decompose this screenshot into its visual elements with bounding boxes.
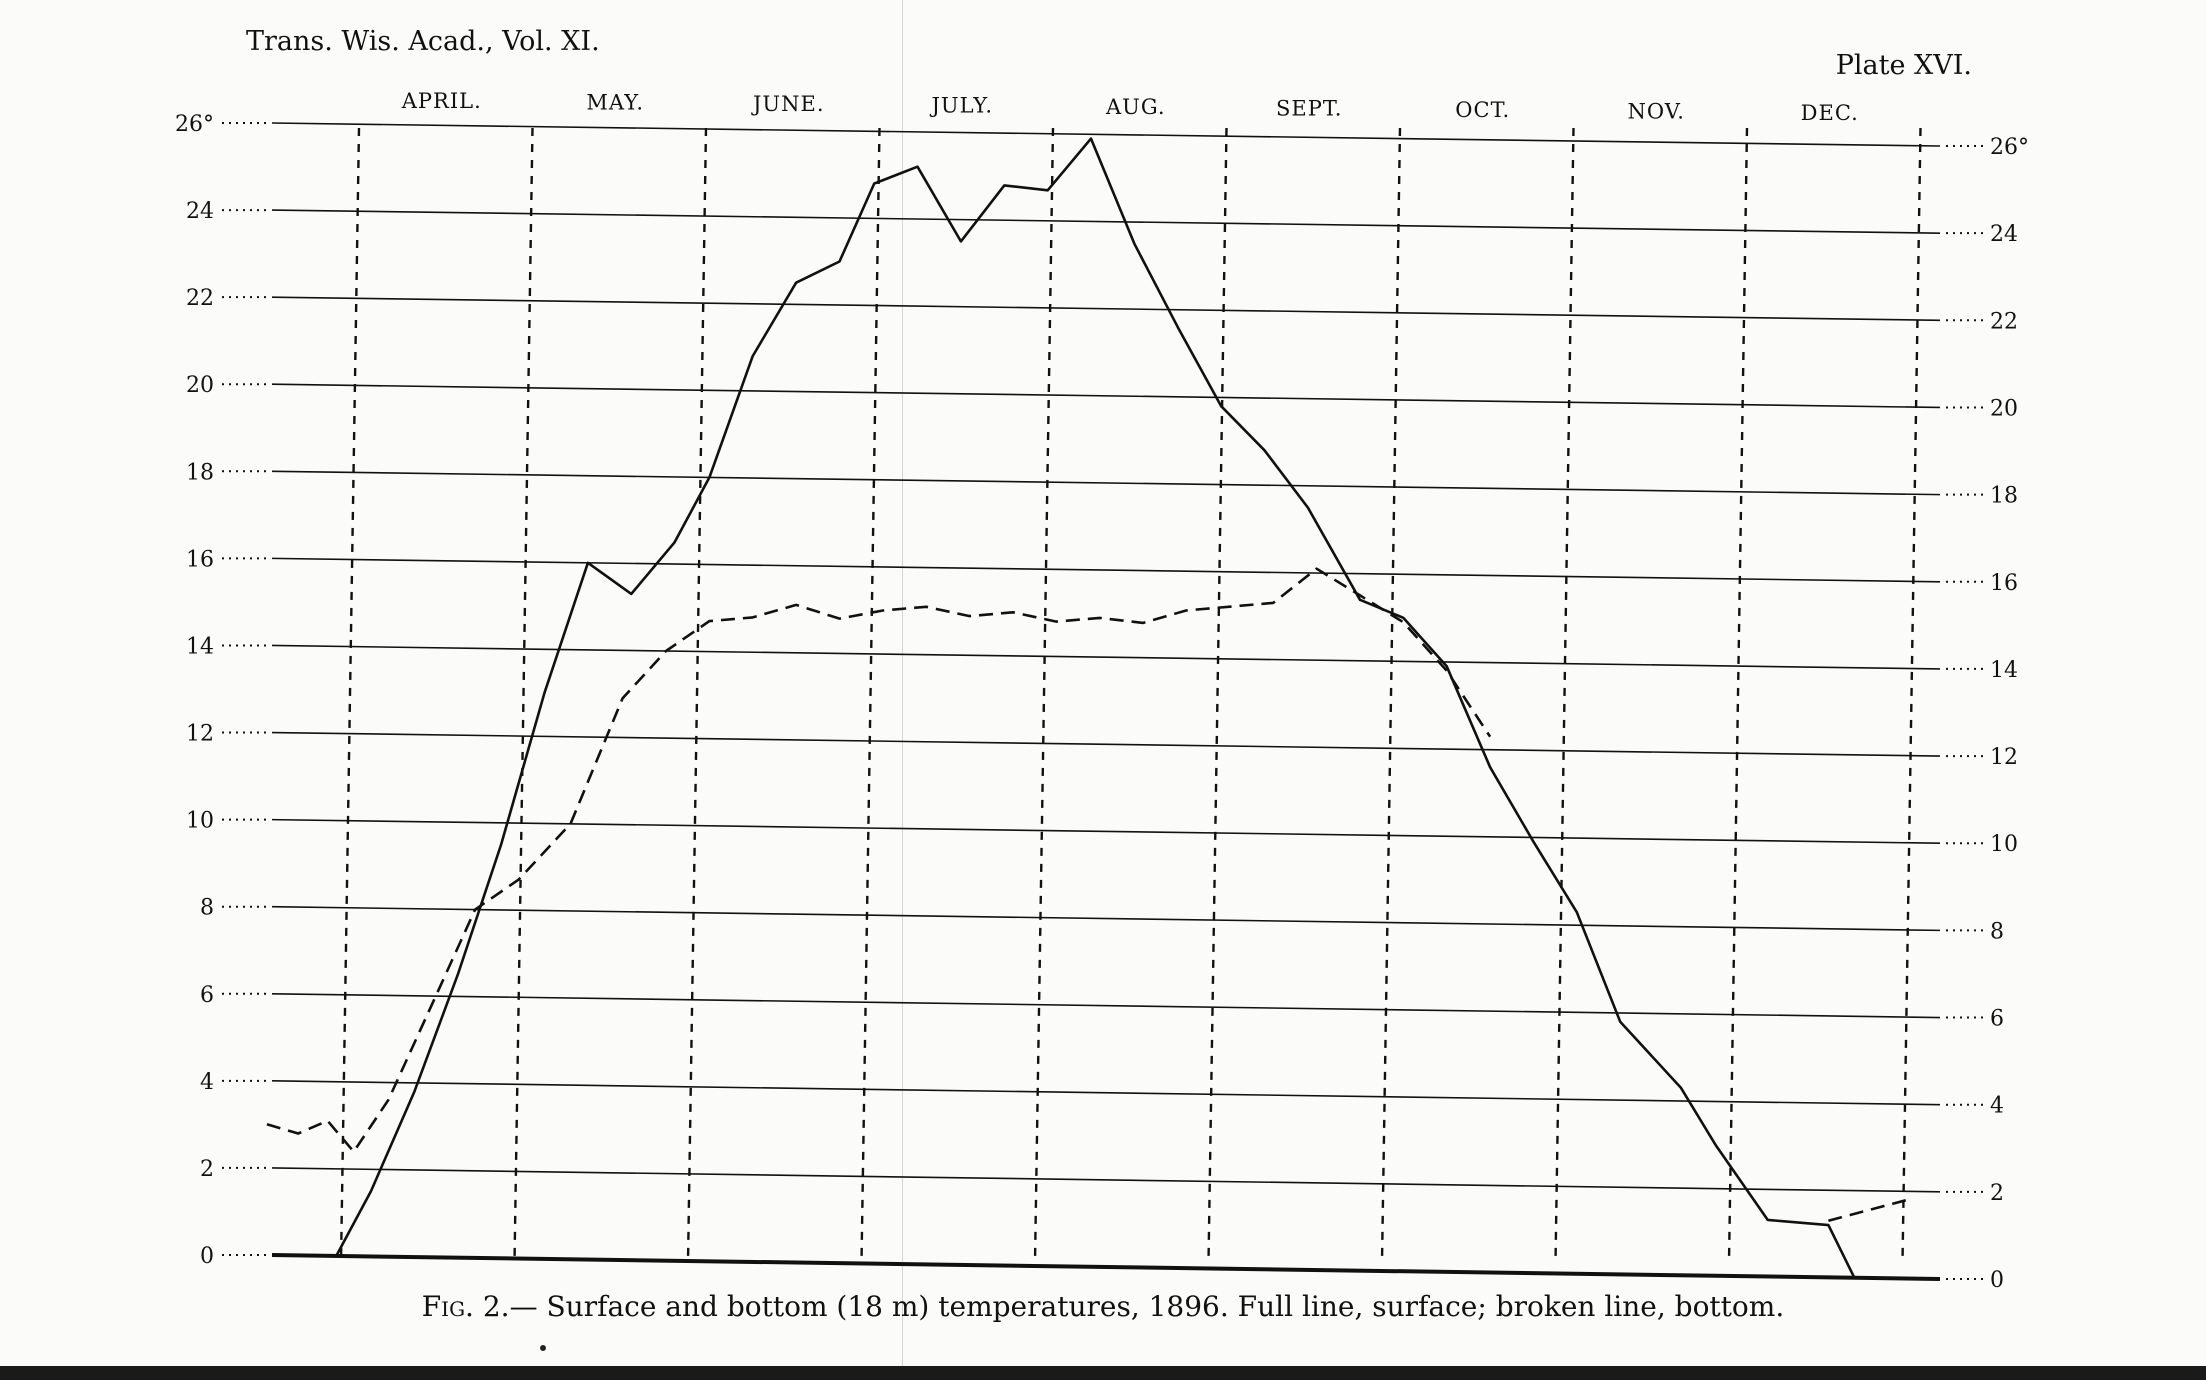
gridline-0 [271, 1253, 1941, 1281]
gridline-22 [271, 296, 1941, 322]
month-separators [339, 127, 1922, 1263]
y-tick-label-left: 8 [200, 896, 214, 921]
y-tick-label-left: 12 [186, 722, 214, 747]
month-label: MAY. [586, 91, 644, 115]
month-label: OCT. [1455, 98, 1510, 122]
gridline-24 [271, 209, 1941, 234]
gridline-12 [271, 731, 1941, 757]
y-tick-label-left: 16 [186, 547, 214, 572]
y-tick-label-right: 24 [1990, 222, 2018, 247]
month-label: AUG. [1105, 95, 1166, 119]
y-tick-label-right: 14 [1990, 658, 2018, 683]
month-separator [1380, 127, 1402, 1263]
y-tick-label-right: 0 [1990, 1268, 2004, 1293]
month-label: DEC. [1801, 101, 1859, 125]
y-tick-label-right: 6 [1990, 1007, 2004, 1032]
gridline-26 [271, 122, 1941, 147]
month-separator [1727, 127, 1749, 1263]
gridline-18 [271, 470, 1941, 496]
y-tick-label-right: 2 [1990, 1181, 2004, 1206]
gridline-16 [271, 557, 1941, 583]
horizontal-grid [222, 122, 1985, 1281]
journal-title: Trans. Wis. Acad., Vol. XI. [246, 26, 600, 57]
y-tick-label-left: 24 [186, 199, 214, 224]
gridline-10 [271, 818, 1941, 845]
axis-labels: 0022446688101012121414161618182020222224… [175, 89, 2029, 1293]
month-label: SEPT. [1276, 97, 1342, 121]
month-separator [1033, 127, 1055, 1263]
gridline-2 [271, 1167, 1941, 1193]
y-tick-label-right: 12 [1990, 745, 2018, 770]
stray-ink-dot [540, 1345, 546, 1351]
y-tick-label-right: 8 [1990, 919, 2004, 944]
caption-prefix: Fig. 2. [421, 1290, 510, 1323]
y-tick-label-left: 18 [186, 460, 214, 485]
y-tick-label-left: 20 [186, 373, 214, 398]
y-tick-label-left: 10 [186, 809, 214, 834]
y-tick-label-right: 22 [1990, 309, 2018, 334]
month-separator [1901, 127, 1922, 1263]
y-tick-label-left: 22 [186, 286, 214, 311]
gridline-8 [271, 905, 1941, 932]
caption-text: — Surface and bottom (18 m) temperatures… [509, 1290, 1785, 1323]
y-tick-label-right: 26° [1990, 135, 2029, 160]
page-fold-line [902, 0, 903, 1366]
gridline-20 [271, 383, 1941, 409]
month-separator [1554, 127, 1575, 1263]
gridline-14 [271, 644, 1941, 670]
y-tick-label-right: 20 [1990, 396, 2018, 421]
month-separator [1207, 127, 1228, 1263]
series-line-bottom-dec- [1828, 1198, 1907, 1222]
series-line-surface [335, 137, 1856, 1279]
gridline-4 [271, 1080, 1941, 1106]
y-tick-label-left: 2 [200, 1157, 214, 1182]
month-separator [513, 127, 534, 1263]
y-tick-label-left: 0 [200, 1244, 214, 1269]
y-tick-label-right: 18 [1990, 484, 2018, 509]
month-label: NOV. [1628, 100, 1685, 124]
y-tick-label-left: 26° [175, 112, 214, 137]
y-tick-label-left: 4 [200, 1070, 214, 1095]
y-tick-label-left: 14 [186, 634, 214, 659]
month-label: APRIL. [401, 89, 482, 113]
scan-border [0, 1366, 2206, 1380]
month-separator [339, 127, 361, 1263]
series-lines [266, 137, 1907, 1279]
y-tick-label-right: 10 [1990, 832, 2018, 857]
month-separator [860, 127, 881, 1263]
figure-caption: Fig. 2.— Surface and bottom (18 m) tempe… [0, 1290, 2206, 1323]
month-label: JULY. [929, 94, 993, 118]
gridline-6 [271, 992, 1941, 1019]
y-tick-label-right: 16 [1990, 571, 2018, 596]
month-label: JUNE. [751, 92, 825, 116]
y-tick-label-right: 4 [1990, 1094, 2004, 1119]
plate-label: Plate XVI. [1835, 50, 1972, 81]
month-separator [686, 127, 708, 1263]
series-line-bottom [266, 567, 1492, 1153]
y-tick-label-left: 6 [200, 983, 214, 1008]
